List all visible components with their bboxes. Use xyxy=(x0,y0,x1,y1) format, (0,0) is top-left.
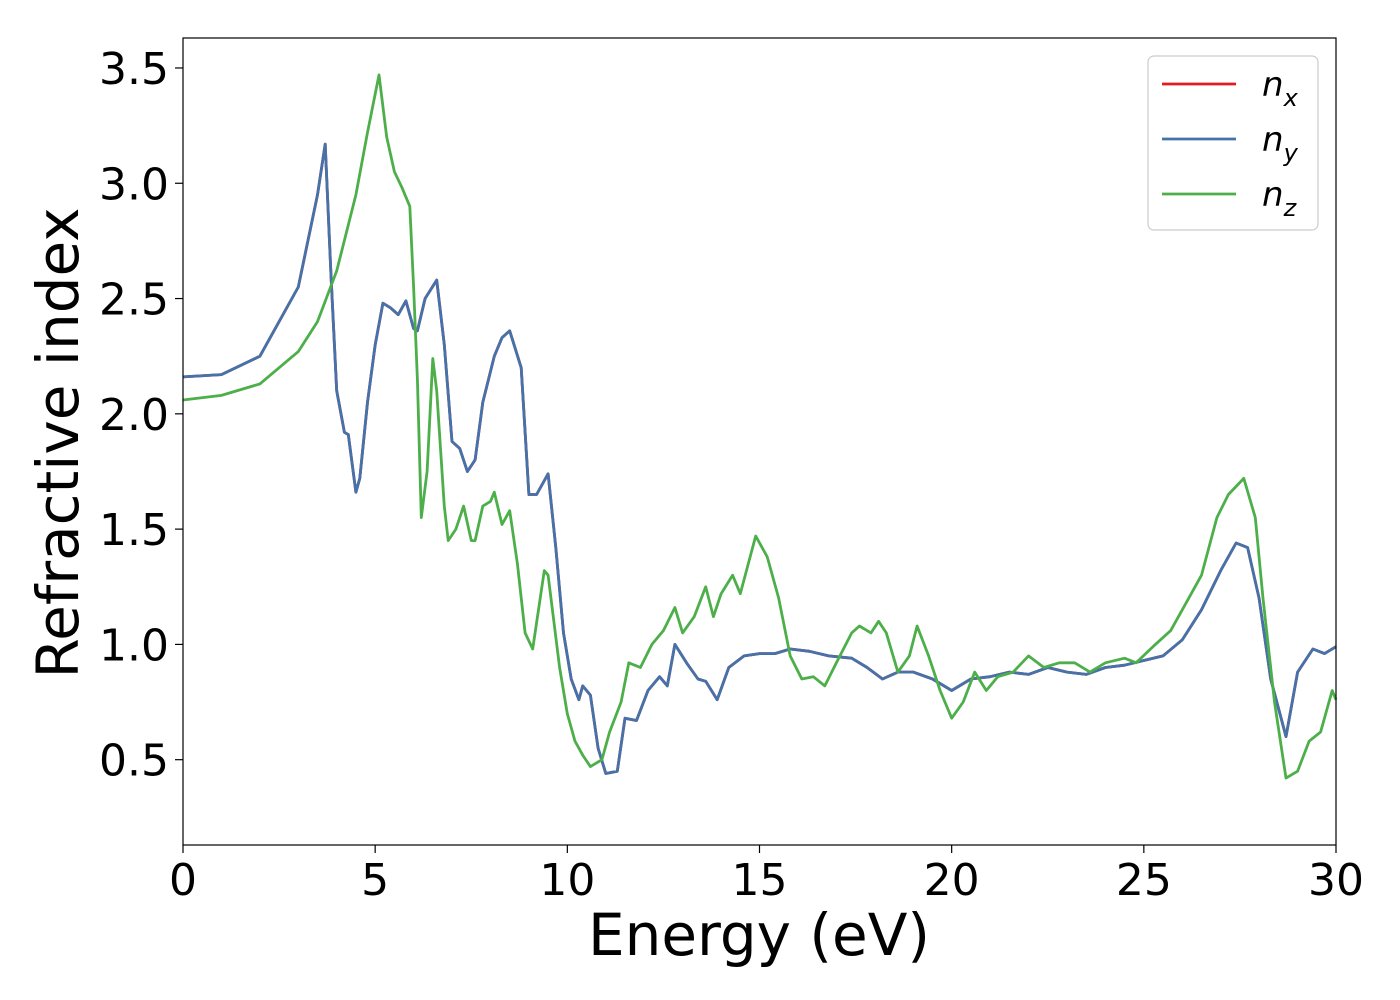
series-line-n-x xyxy=(182,142,1337,775)
x-tick-label: 5 xyxy=(361,855,389,906)
legend-box xyxy=(1147,55,1319,231)
x-tick-label: 25 xyxy=(1116,855,1172,906)
legend-label-n-z: nz xyxy=(1262,175,1298,222)
y-tick-label: 3.0 xyxy=(99,159,169,210)
x-axis: 0 5 10 15 20 25 30 xyxy=(169,845,1364,906)
legend-label-n-x: nx xyxy=(1262,65,1299,112)
y-tick-label: 2.0 xyxy=(99,390,169,441)
x-axis-title: Energy (eV) xyxy=(588,901,930,969)
series-line-n-y xyxy=(182,142,1337,775)
y-tick-label: 3.5 xyxy=(99,44,169,95)
x-tick-label: 10 xyxy=(539,855,595,906)
x-tick-label: 15 xyxy=(732,855,788,906)
legend-label-n-y: ny xyxy=(1262,120,1299,167)
y-axis: 0.5 1.0 1.5 2.0 2.5 3.0 3.5 xyxy=(99,44,183,787)
x-tick-label: 0 xyxy=(169,855,197,906)
y-tick-label: 2.5 xyxy=(99,275,169,326)
series-line-n-z xyxy=(182,73,1338,780)
y-tick-label: 1.5 xyxy=(99,505,169,556)
plot-frame xyxy=(182,37,1337,846)
x-tick-label: 30 xyxy=(1308,855,1364,906)
plot-area xyxy=(182,73,1338,780)
y-tick-label: 1.0 xyxy=(99,620,169,671)
y-tick-label: 0.5 xyxy=(99,736,169,787)
legend: nx ny nz xyxy=(1147,55,1319,231)
x-tick-label: 20 xyxy=(924,855,980,906)
y-axis-title: Refractive index xyxy=(24,207,92,678)
